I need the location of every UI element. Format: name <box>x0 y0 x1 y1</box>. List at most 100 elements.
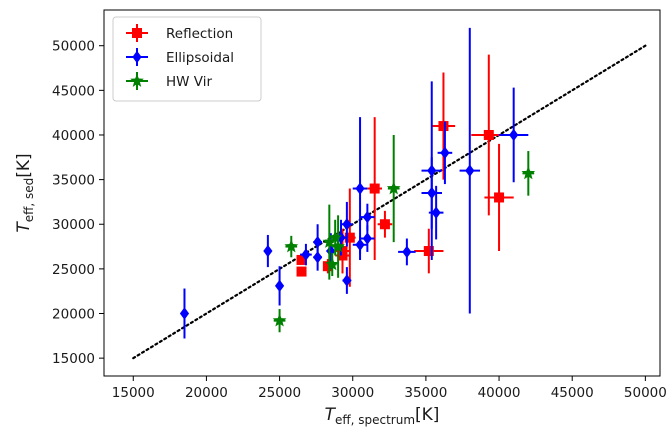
data-point <box>313 224 323 260</box>
point-marker <box>427 164 437 177</box>
series-hw-vir <box>272 134 536 333</box>
data-point <box>367 117 382 260</box>
data-point <box>284 235 299 258</box>
axes-frame <box>103 9 661 377</box>
data-point <box>431 72 456 180</box>
data-point <box>296 254 307 265</box>
x-tick-label: 35000 <box>404 385 447 401</box>
x-tick-label: 25000 <box>258 385 301 401</box>
legend-entry: Ellipsoidal <box>126 48 234 66</box>
legend-marker <box>132 50 142 64</box>
data-point <box>377 210 393 238</box>
data-point <box>499 87 529 183</box>
point-marker <box>336 231 346 244</box>
data-point <box>521 151 536 196</box>
data-point <box>341 201 353 247</box>
data-point <box>386 134 401 243</box>
legend-entry: Reflection <box>126 24 233 42</box>
data-point <box>179 288 190 339</box>
point-marker <box>465 164 475 177</box>
y-axis-title-group: Teff, sed[K] <box>14 153 36 232</box>
x-tick-label: 15000 <box>112 385 155 401</box>
data-point <box>398 238 416 266</box>
legend-box <box>112 16 262 102</box>
x-tick-label: 45000 <box>551 385 594 401</box>
data-point <box>331 215 345 278</box>
point-marker <box>344 232 355 243</box>
plot-area <box>132 27 647 360</box>
data-point <box>414 228 444 274</box>
point-marker <box>263 244 273 258</box>
legend-marker <box>132 28 142 38</box>
data-point <box>352 117 368 260</box>
legend-label: Ellipsoidal <box>166 50 234 66</box>
point-marker <box>284 239 299 253</box>
legend-label: HW Vir <box>166 74 212 90</box>
data-point <box>300 243 312 266</box>
y-tick-label: 45000 <box>52 83 95 99</box>
y-axis-title: Teff, sed[K] <box>14 153 36 232</box>
legend-entry: HW Vir <box>126 72 212 90</box>
point-marker <box>337 246 348 257</box>
data-point <box>296 266 307 277</box>
point-marker <box>402 245 412 259</box>
y-tick-label: 40000 <box>52 128 95 144</box>
data-point <box>342 267 352 294</box>
y-tick-label: 25000 <box>52 262 95 278</box>
y-tick-label: 20000 <box>52 307 95 323</box>
axis-titles: Teff, spectrum[K] Teff, sed[K] <box>14 153 439 427</box>
data-point <box>263 234 273 268</box>
point-marker <box>342 218 352 231</box>
data-point <box>428 185 444 240</box>
x-tick-label: 50000 <box>624 385 667 401</box>
point-marker <box>296 266 307 277</box>
data-point <box>437 121 453 185</box>
legend-label: Reflection <box>166 26 233 42</box>
x-axis-title: Teff, spectrum[K] <box>325 405 440 427</box>
y-tick-label: 15000 <box>52 351 95 367</box>
data-point <box>421 81 442 260</box>
point-marker <box>379 219 390 230</box>
point-marker <box>431 206 441 219</box>
point-marker <box>301 248 311 261</box>
point-marker <box>179 307 190 320</box>
data-point <box>325 252 340 277</box>
x-tick-label: 30000 <box>331 385 374 401</box>
point-marker <box>342 274 352 287</box>
legend: Reflection Ellipsoidal HW Vir <box>112 16 262 102</box>
point-marker <box>328 230 343 244</box>
data-point <box>360 203 375 231</box>
point-marker <box>483 129 494 140</box>
point-marker <box>331 239 345 253</box>
point-marker <box>362 232 372 245</box>
data-point <box>484 143 514 252</box>
data-point <box>272 309 287 333</box>
point-marker <box>322 261 333 272</box>
x-tick-label: 20000 <box>185 385 228 401</box>
point-marker <box>362 210 372 224</box>
point-marker <box>296 254 307 265</box>
reference-line <box>132 44 647 360</box>
point-marker <box>355 182 365 195</box>
y-tick-label: 30000 <box>52 217 95 233</box>
series-ellipsoidal <box>179 27 529 339</box>
x-tick-label: 40000 <box>478 385 521 401</box>
data-point <box>274 266 285 306</box>
point-marker <box>274 279 285 293</box>
point-marker <box>438 121 449 132</box>
y-tick-label: 50000 <box>52 39 95 55</box>
point-marker <box>325 257 340 271</box>
point-marker <box>494 192 505 203</box>
point-marker <box>521 166 536 180</box>
legend-marker <box>130 73 144 87</box>
y-tick-label: 35000 <box>52 173 95 189</box>
plot-content <box>132 27 647 360</box>
point-marker <box>509 128 519 142</box>
point-marker <box>440 146 450 160</box>
data-point <box>459 27 481 314</box>
point-marker <box>386 181 401 195</box>
axis-ticks: 15000 20000 25000 30000 35000 40000 45000 50000… <box>52 39 667 401</box>
point-marker <box>369 183 380 194</box>
